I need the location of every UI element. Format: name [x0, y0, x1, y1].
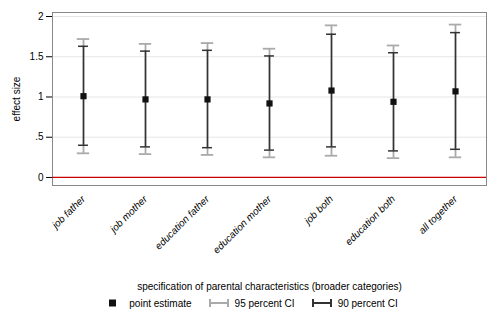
svg-text:education father: education father	[153, 193, 212, 252]
svg-text:1.5: 1.5	[30, 51, 44, 62]
svg-text:effect size: effect size	[11, 76, 22, 121]
svg-text:all together: all together	[416, 193, 459, 236]
svg-text:education both: education both	[343, 193, 397, 247]
svg-text:specification of parental char: specification of parental characteristic…	[137, 281, 402, 292]
html-text:95 percent CI: 95 percent CI	[234, 297, 295, 309]
svg-text:2: 2	[38, 11, 44, 22]
svg-text:.5: .5	[35, 131, 44, 142]
svg-text:0: 0	[38, 172, 44, 183]
svg-text:job father: job father	[48, 193, 87, 232]
svg-text:job both: job both	[301, 193, 336, 228]
html-text:90 percent CI: 90 percent CI	[337, 297, 398, 309]
svg-text:1: 1	[38, 91, 44, 102]
html-text:point estimate: point estimate	[129, 297, 192, 309]
svg-text:job mother: job mother	[107, 193, 150, 236]
svg-text:education mother: education mother	[211, 193, 274, 256]
